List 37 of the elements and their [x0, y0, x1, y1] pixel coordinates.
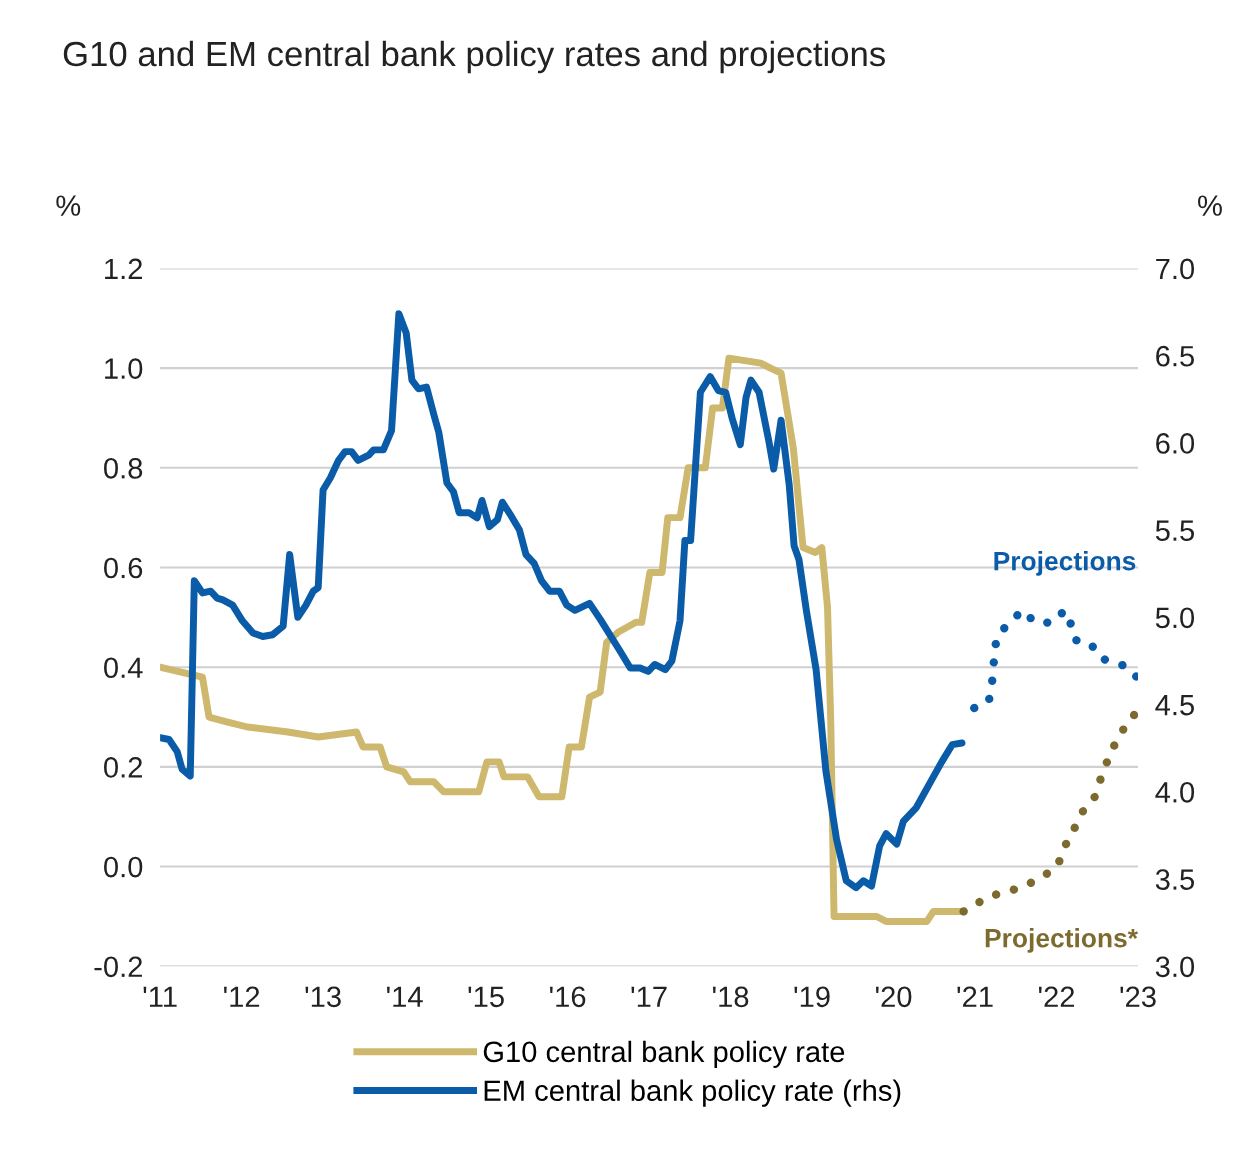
y-tick-label: 1.0: [105, 358, 143, 379]
y2-tick-label: 4.0: [1155, 782, 1195, 803]
y2-tick-label: 6.0: [1156, 433, 1195, 454]
x-tick-label: '12: [224, 986, 260, 1007]
y-tick-label: 0.8: [104, 458, 143, 479]
y-tick-label: 0.2: [104, 757, 142, 778]
x-tick-label: '16: [550, 986, 586, 1008]
x-tick-label: '18: [713, 986, 749, 1008]
y2-tick-label: 4.5: [1155, 695, 1194, 716]
x-tick-label: '23: [1120, 986, 1156, 1008]
y2-axis-title: %: [1198, 195, 1222, 216]
legend-label: G10 central bank policy rate: [483, 1040, 845, 1068]
series-label: Projections*: [985, 928, 1138, 953]
y2-tick-label: 5.5: [1155, 520, 1194, 541]
y-tick-label: 0.0: [104, 856, 143, 878]
legend-label: EM central bank policy rate (rhs): [484, 1079, 901, 1107]
y-tick-label: -0.2: [94, 956, 142, 978]
y2-tick-label: 3.0: [1155, 956, 1195, 978]
x-tick-label: '14: [387, 986, 423, 1007]
y2-tick-label: 3.5: [1155, 869, 1194, 890]
series-label: Projections: [994, 551, 1136, 576]
chart-title: G10 and EM central bank policy rates and projections: [63, 40, 885, 74]
y-axis-title: %: [56, 195, 81, 216]
x-tick-label: '15: [468, 986, 504, 1008]
x-tick-label: '22: [1038, 986, 1075, 1007]
x-tick-label: '17: [631, 986, 667, 1007]
y2-tick-label: 7.0: [1156, 258, 1195, 280]
x-tick-label: '20: [876, 986, 912, 1008]
x-tick-label: '19: [794, 986, 830, 1008]
y-tick-label: 1.2: [105, 258, 142, 279]
y2-tick-label: 5.0: [1155, 607, 1195, 629]
x-tick-label: '21: [957, 986, 993, 1007]
x-tick-label: '11: [143, 986, 177, 1007]
y-tick-label: 0.4: [104, 657, 143, 679]
y-tick-label: 0.6: [104, 557, 143, 579]
x-tick-label: '13: [305, 986, 341, 1008]
y2-tick-label: 6.5: [1156, 345, 1194, 367]
